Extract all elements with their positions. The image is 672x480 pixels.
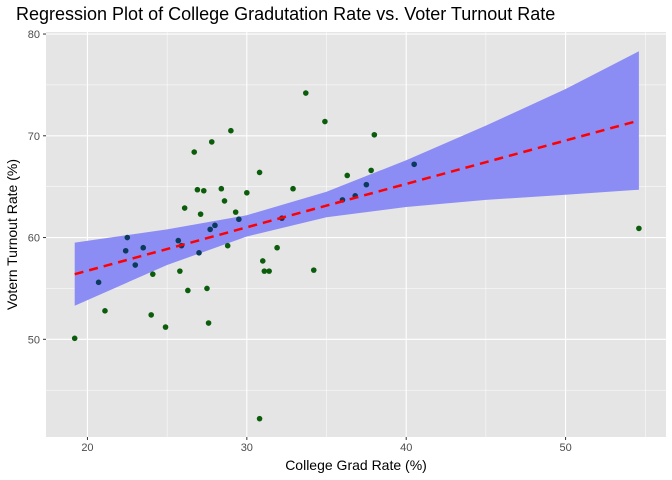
y-tick-label: 60: [28, 233, 40, 245]
data-point: [124, 234, 131, 241]
data-point: [162, 324, 169, 330]
x-axis-title: College Grad Rate (%): [285, 457, 427, 473]
data-point: [207, 226, 213, 233]
data-point: [344, 172, 351, 179]
data-point: [71, 335, 78, 342]
data-point: [368, 167, 374, 174]
data-point: [302, 90, 309, 96]
data-point: [236, 216, 242, 223]
data-point: [224, 242, 231, 249]
x-axis-ticks: 20 30 40 50: [81, 437, 572, 454]
data-point: [132, 262, 139, 268]
data-point: [261, 268, 268, 274]
data-point: [204, 285, 210, 292]
data-point: [175, 237, 182, 244]
y-axis-ticks: 50 60 70 80: [28, 29, 46, 346]
data-point: [197, 211, 204, 217]
data-point: [177, 268, 183, 274]
data-point: [310, 267, 317, 273]
data-point: [363, 181, 370, 188]
data-point: [122, 247, 129, 254]
data-point: [266, 268, 272, 274]
data-points: [71, 90, 642, 422]
major-gridlines: [46, 32, 666, 437]
data-point: [256, 415, 263, 422]
data-point: [196, 250, 202, 256]
data-point: [149, 271, 156, 277]
data-point: [148, 312, 154, 318]
data-point: [102, 308, 108, 314]
data-point: [95, 279, 102, 286]
data-point: [274, 244, 280, 251]
data-point: [191, 149, 198, 155]
confidence-band: [74, 51, 639, 306]
y-tick-label: 80: [28, 29, 40, 41]
data-point: [636, 225, 642, 232]
x-tick-label: 20: [81, 442, 93, 454]
chart-title: Regression Plot of College Gradutation R…: [16, 4, 556, 24]
data-point: [322, 118, 328, 125]
y-axis-title: Votern Turnout Rate (%): [4, 159, 20, 310]
data-point: [256, 169, 263, 176]
data-point: [244, 189, 250, 196]
data-point: [200, 187, 207, 194]
x-tick-label: 30: [241, 442, 253, 454]
data-point: [208, 139, 215, 145]
data-point: [290, 185, 296, 192]
data-point: [205, 320, 212, 326]
y-tick-label: 50: [28, 334, 40, 346]
x-tick-label: 40: [400, 442, 412, 454]
y-tick-label: 70: [28, 131, 40, 143]
data-point: [371, 131, 378, 138]
data-point: [212, 222, 218, 229]
data-point: [259, 258, 266, 264]
data-point: [411, 161, 417, 168]
data-point: [228, 127, 234, 134]
data-point: [218, 185, 225, 192]
data-point: [221, 198, 228, 204]
regression-line: [74, 119, 640, 276]
x-tick-label: 50: [559, 442, 571, 454]
data-point: [185, 287, 191, 294]
data-point: [140, 244, 147, 251]
data-point: [181, 205, 188, 211]
data-point: [194, 186, 201, 193]
data-point: [232, 209, 239, 215]
